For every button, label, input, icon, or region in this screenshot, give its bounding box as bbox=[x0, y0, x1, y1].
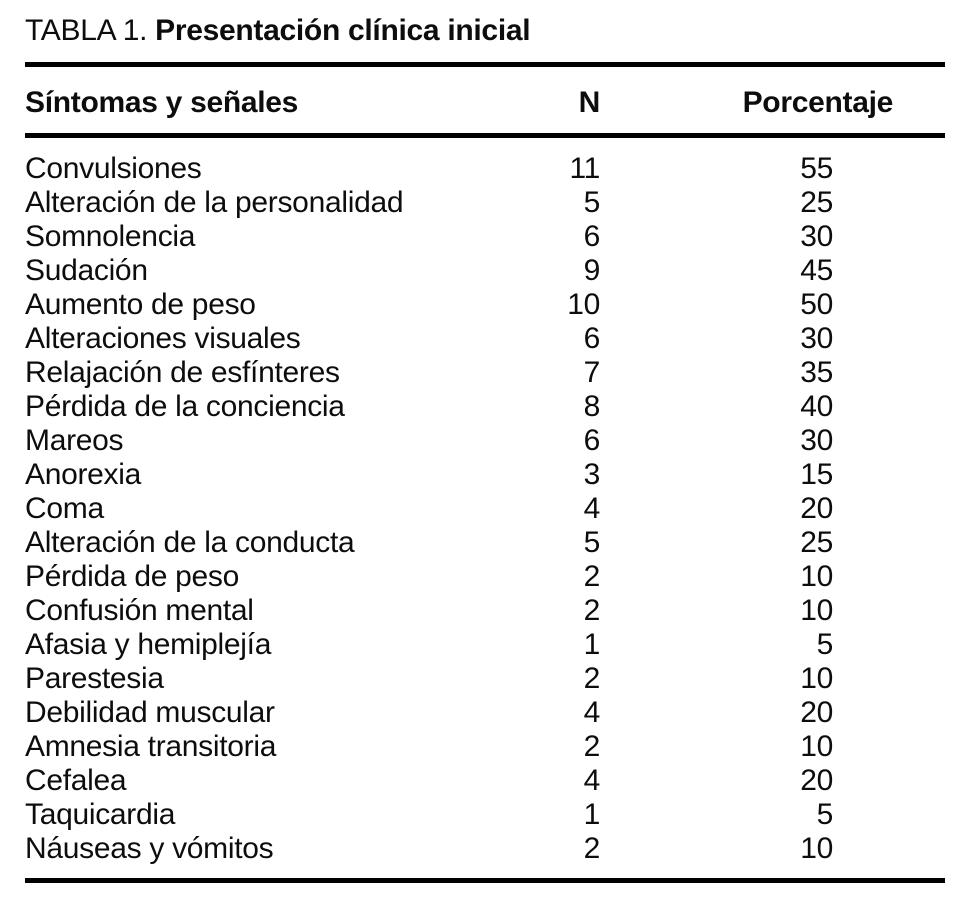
clinical-presentation-table: Síntomas y señales N Porcentaje Convulsi… bbox=[25, 67, 945, 866]
percentage-cell: 5 bbox=[816, 628, 834, 661]
table-row: Coma 4 20 bbox=[25, 492, 945, 526]
percentage-cell: 10 bbox=[800, 832, 833, 865]
symptom-cell: Taquicardia bbox=[25, 798, 176, 831]
percentage-cell: 10 bbox=[800, 560, 833, 593]
column-header-n: N bbox=[502, 67, 600, 138]
percentage-cell: 5 bbox=[816, 798, 834, 831]
n-cell: 9 bbox=[583, 254, 601, 287]
percentage-cell: 30 bbox=[800, 322, 833, 355]
symptom-cell: Cefalea bbox=[25, 764, 127, 797]
table-title: TABLA 1. Presentación clínica inicial bbox=[25, 0, 945, 47]
table-row: Confusión mental 2 10 bbox=[25, 594, 945, 628]
table-row: Náuseas y vómitos 2 10 bbox=[25, 832, 945, 866]
symptom-cell: Aumento de peso bbox=[25, 288, 256, 321]
n-cell: 4 bbox=[583, 696, 601, 729]
symptom-cell: Alteración de la personalidad bbox=[25, 186, 404, 219]
symptom-cell: Mareos bbox=[25, 424, 124, 457]
percentage-cell: 10 bbox=[800, 662, 833, 695]
symptom-cell: Pérdida de peso bbox=[25, 560, 239, 593]
table-row: Somnolencia 6 30 bbox=[25, 220, 945, 254]
n-cell: 11 bbox=[569, 152, 600, 185]
percentage-cell: 25 bbox=[800, 526, 833, 559]
symptom-cell: Afasia y hemiplejía bbox=[25, 628, 272, 661]
symptom-cell: Sudación bbox=[25, 254, 148, 287]
symptom-cell: Anorexia bbox=[25, 458, 142, 491]
n-cell: 5 bbox=[583, 526, 601, 559]
n-cell: 2 bbox=[583, 662, 601, 695]
percentage-cell: 10 bbox=[800, 730, 833, 763]
percentage-cell: 15 bbox=[800, 458, 833, 491]
symptom-cell: Coma bbox=[25, 492, 104, 525]
n-cell: 1 bbox=[583, 628, 601, 661]
table-header: Síntomas y señales N Porcentaje bbox=[25, 67, 945, 138]
table-row: Convulsiones 11 55 bbox=[25, 136, 945, 187]
n-cell: 1 bbox=[583, 798, 601, 831]
symptom-cell: Náuseas y vómitos bbox=[25, 832, 274, 865]
table-row: Amnesia transitoria 2 10 bbox=[25, 730, 945, 764]
percentage-cell: 35 bbox=[800, 356, 833, 389]
header-row: Síntomas y señales N Porcentaje bbox=[25, 67, 945, 138]
table-body: Convulsiones 11 55 Alteración de la persona… bbox=[25, 136, 945, 867]
table-row: Debilidad muscular 4 20 bbox=[25, 696, 945, 730]
symptom-cell: Somnolencia bbox=[25, 220, 196, 253]
table-row: Afasia y hemiplejía 1 5 bbox=[25, 628, 945, 662]
table-row: Alteración de la conducta 5 25 bbox=[25, 526, 945, 560]
column-header-symptoms: Síntomas y señales bbox=[25, 67, 502, 138]
symptom-cell: Confusión mental bbox=[25, 594, 254, 627]
n-cell: 2 bbox=[583, 594, 601, 627]
table-row: Alteración de la personalidad 5 25 bbox=[25, 186, 945, 220]
table-row: Parestesia 2 10 bbox=[25, 662, 945, 696]
percentage-cell: 10 bbox=[800, 594, 833, 627]
percentage-cell: 30 bbox=[800, 424, 833, 457]
column-header-percentage: Porcentaje bbox=[600, 67, 945, 138]
top-rule bbox=[25, 62, 945, 67]
percentage-cell: 55 bbox=[800, 152, 833, 185]
n-cell: 7 bbox=[583, 356, 601, 389]
table-row: Anorexia 3 15 bbox=[25, 458, 945, 492]
n-cell: 4 bbox=[583, 764, 601, 797]
n-cell: 6 bbox=[583, 322, 601, 355]
table-row: Aumento de peso 10 50 bbox=[25, 288, 945, 322]
n-cell: 2 bbox=[583, 560, 601, 593]
symptom-cell: Alteración de la conducta bbox=[25, 526, 355, 559]
percentage-cell: 50 bbox=[800, 288, 833, 321]
n-cell: 3 bbox=[583, 458, 601, 491]
percentage-cell: 20 bbox=[800, 492, 833, 525]
table-row: Alteraciones visuales 6 30 bbox=[25, 322, 945, 356]
n-cell: 5 bbox=[583, 186, 601, 219]
symptom-cell: Debilidad muscular bbox=[25, 696, 275, 729]
n-cell: 6 bbox=[583, 220, 601, 253]
percentage-cell: 45 bbox=[800, 254, 833, 287]
percentage-cell: 20 bbox=[800, 764, 833, 797]
table-row: Sudación 9 45 bbox=[25, 254, 945, 288]
percentage-cell: 25 bbox=[800, 186, 833, 219]
percentage-cell: 20 bbox=[800, 696, 833, 729]
symptom-cell: Amnesia transitoria bbox=[25, 730, 277, 763]
symptom-cell: Convulsiones bbox=[25, 152, 202, 185]
table-row: Pérdida de la conciencia 8 40 bbox=[25, 390, 945, 424]
symptom-cell: Parestesia bbox=[25, 662, 164, 695]
table-row: Cefalea 4 20 bbox=[25, 764, 945, 798]
table-figure: TABLA 1. Presentación clínica inicial Sí… bbox=[25, 0, 945, 883]
symptom-cell: Relajación de esfínteres bbox=[25, 356, 340, 389]
symptom-cell: Pérdida de la conciencia bbox=[25, 390, 345, 423]
percentage-cell: 40 bbox=[800, 390, 833, 423]
table-row: Taquicardia 1 5 bbox=[25, 798, 945, 832]
percentage-cell: 30 bbox=[800, 220, 833, 253]
symptom-cell: Alteraciones visuales bbox=[25, 322, 301, 355]
table-title-text: Presentación clínica inicial bbox=[155, 14, 531, 47]
n-cell: 10 bbox=[567, 288, 600, 321]
n-cell: 8 bbox=[583, 390, 601, 423]
n-cell: 6 bbox=[583, 424, 601, 457]
n-cell: 2 bbox=[583, 730, 601, 763]
table-number-label: TABLA 1. bbox=[25, 14, 148, 47]
n-cell: 2 bbox=[583, 832, 601, 865]
table-row: Mareos 6 30 bbox=[25, 424, 945, 458]
n-cell: 4 bbox=[583, 492, 601, 525]
bottom-rule bbox=[25, 878, 945, 883]
table-row: Pérdida de peso 2 10 bbox=[25, 560, 945, 594]
table-row: Relajación de esfínteres 7 35 bbox=[25, 356, 945, 390]
